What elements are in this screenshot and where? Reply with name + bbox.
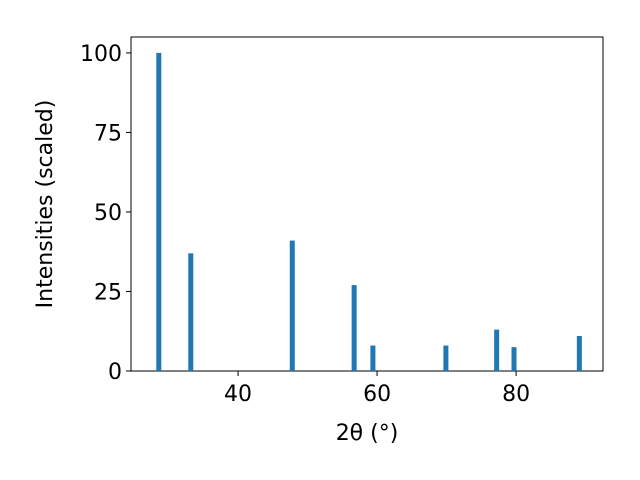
x-tick-label: 40: [224, 382, 252, 407]
y-tick-label: 25: [94, 280, 122, 305]
bar: [351, 285, 357, 371]
y-axis-label: Intensities (scaled): [33, 100, 58, 309]
y-tick-label: 75: [94, 121, 122, 146]
bar: [289, 240, 295, 371]
bar: [576, 336, 582, 371]
x-tick-label: 60: [363, 382, 391, 407]
x-tick-label: 80: [502, 382, 530, 407]
bar: [494, 329, 500, 371]
bar: [188, 253, 194, 371]
y-tick-label: 50: [94, 201, 122, 226]
x-axis-label: 2θ (°): [336, 421, 399, 446]
y-tick-label: 0: [108, 360, 122, 385]
bar: [370, 345, 376, 371]
bar: [156, 52, 162, 372]
bar: [511, 347, 517, 371]
bar: [443, 345, 449, 371]
y-tick-label: 100: [80, 42, 122, 67]
plot-frame: [130, 36, 604, 372]
